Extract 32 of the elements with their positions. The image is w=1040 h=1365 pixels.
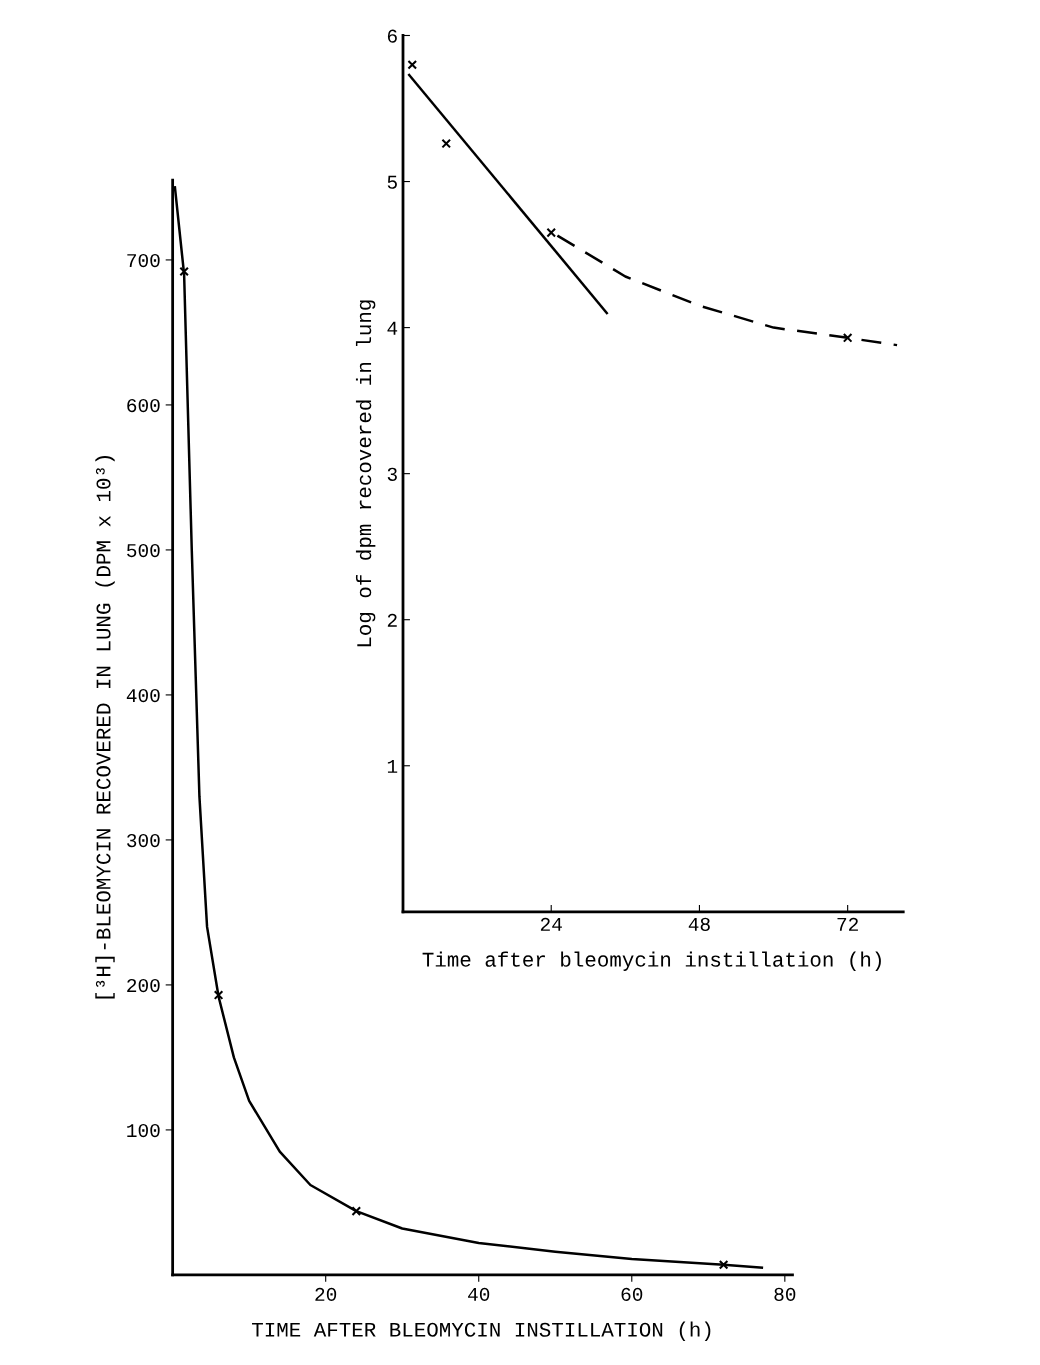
point: [441, 138, 452, 149]
point: [546, 227, 557, 238]
x-tick-label: 24: [540, 917, 562, 931]
point: [179, 266, 189, 277]
x-tick-label: 80: [774, 1287, 796, 1301]
y-tick-label: 4: [387, 321, 398, 335]
y-tick-label: 700: [127, 253, 160, 268]
y-tick-label: 100: [127, 1123, 160, 1138]
point: [718, 1259, 729, 1270]
x-tick-label: 20: [315, 1287, 337, 1301]
y-tick-label: 1: [387, 760, 398, 773]
y-tick-label: 2: [387, 613, 397, 627]
point: [351, 1206, 362, 1216]
x-tick-label: 72: [837, 917, 858, 931]
y-tick-label: 6: [387, 29, 397, 43]
x-tick-label: 48: [688, 917, 710, 931]
y-tick-label: 600: [127, 398, 160, 413]
y-tick-label: 500: [127, 543, 160, 558]
y-axis-title: [³H]-BLEOMYCIN RECOVERED IN LUNG (DPM x 10³): [95, 456, 115, 999]
x-axis-title: TIME AFTER BLEOMYCIN INSTILLATION (h): [252, 1321, 711, 1341]
x-axis-title: Time after bleomycin instillation (h): [422, 951, 881, 971]
point: [407, 59, 418, 70]
y-axis-title: Log of dpm recovered in lung: [355, 300, 376, 647]
point: [213, 990, 224, 1000]
y-tick-label: 3: [387, 467, 397, 481]
y-tick-label: 400: [126, 688, 160, 703]
point: [842, 332, 853, 343]
x-tick-label: 60: [621, 1287, 643, 1301]
y-tick-label: 300: [127, 833, 160, 848]
y-tick-label: 200: [127, 978, 160, 993]
y-tick-label: 5: [387, 175, 397, 189]
x-tick-label: 40: [468, 1287, 490, 1301]
